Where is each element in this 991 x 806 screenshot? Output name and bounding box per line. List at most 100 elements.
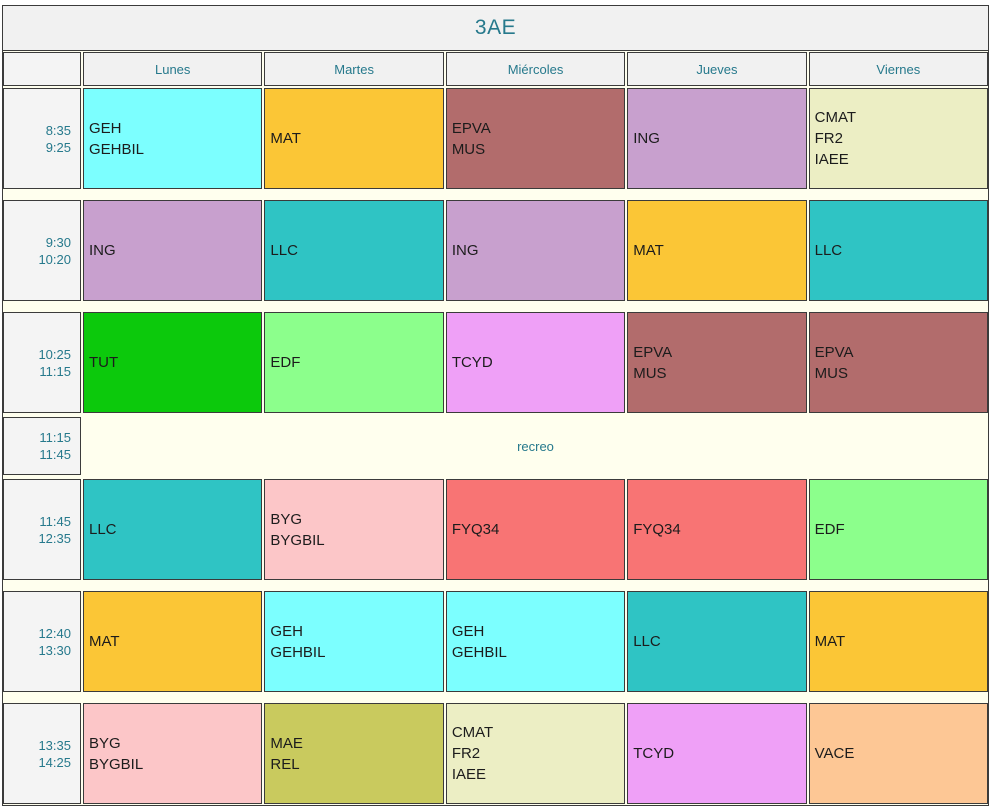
timetable-row: 9:30 10:20 ING LLC ING MAT LLC xyxy=(3,200,989,301)
time-start: 8:35 xyxy=(45,122,71,138)
subject-label: REL xyxy=(270,755,300,773)
time-slot: 11:15 11:45 xyxy=(3,417,81,475)
time-end: 12:35 xyxy=(38,530,71,546)
subject-label: GEH xyxy=(89,119,122,137)
time-start: 9:30 xyxy=(45,234,71,250)
class-cell: LLC xyxy=(627,591,807,692)
class-cell: GEH GEHBIL xyxy=(83,88,263,189)
timetable-row: 12:40 13:30 MAT GEH GEHBIL GEH GEHBIL LLC MAT xyxy=(3,591,989,692)
subject-label: MUS xyxy=(451,140,486,158)
class-cell: TCYD xyxy=(445,312,626,413)
subject-label: TCYD xyxy=(633,745,675,762)
time-end: 9:25 xyxy=(45,139,71,155)
class-cell: TCYD xyxy=(627,703,807,804)
class-cell: CMAT FR2 IAEE xyxy=(808,88,989,189)
time-slot: 8:35 9:25 xyxy=(3,88,81,189)
subject-label: MAT xyxy=(814,633,846,650)
class-cell: ING xyxy=(445,200,626,301)
subject-label: LLC xyxy=(89,521,117,538)
subject-label: MAE xyxy=(270,734,303,752)
subject-label: ING xyxy=(451,242,479,259)
subject-label: LLC xyxy=(270,242,298,259)
timetable-title: 3AE xyxy=(3,6,988,51)
subject-label: ING xyxy=(89,242,116,259)
class-cell: EDF xyxy=(264,312,444,413)
subject-label: ING xyxy=(633,130,660,147)
class-cell: FYQ34 xyxy=(445,479,626,580)
day-header-4: Jueves xyxy=(627,52,807,86)
day-header-1: Lunes xyxy=(83,52,263,86)
class-cell: LLC xyxy=(83,479,263,580)
subject-label: FYQ34 xyxy=(451,521,500,538)
subject-label: EPVA xyxy=(633,343,673,361)
subject-label: GEHBIL xyxy=(451,643,507,661)
class-cell: GEH GEHBIL xyxy=(445,591,626,692)
day-header-3: Miércoles xyxy=(445,52,626,86)
timetable-row: 8:35 9:25 GEH GEHBIL MAT EPVA MUS ING CMAT FR2 IAE… xyxy=(3,88,989,189)
time-end: 11:45 xyxy=(39,447,71,462)
time-slot: 12:40 13:30 xyxy=(3,591,81,692)
class-cell: LLC xyxy=(264,200,444,301)
subject-label: MAT xyxy=(89,633,120,650)
class-cell: MAT xyxy=(83,591,263,692)
subject-label: GEH xyxy=(451,622,485,640)
class-cell: EPVA MUS xyxy=(808,312,989,413)
subject-label: LLC xyxy=(814,242,843,259)
break-row: 11:15 11:45 recreo xyxy=(3,417,988,475)
class-cell: GEH GEHBIL xyxy=(264,591,444,692)
subject-label: FR2 xyxy=(451,745,481,762)
subject-label: IAEE xyxy=(451,766,486,783)
subject-label: FR2 xyxy=(814,130,843,147)
subject-label: BYGBIL xyxy=(89,755,144,773)
class-cell: VACE xyxy=(808,703,989,804)
subject-label: EPVA xyxy=(451,119,491,137)
time-end: 11:15 xyxy=(39,363,71,379)
subject-label: MUS xyxy=(814,364,848,382)
time-slot: 10:25 11:15 xyxy=(3,312,81,413)
subject-label: FYQ34 xyxy=(633,521,681,538)
subject-label: MUS xyxy=(633,364,667,382)
subject-label: TCYD xyxy=(451,354,493,371)
time-start: 12:40 xyxy=(38,625,71,641)
class-cell: FYQ34 xyxy=(627,479,807,580)
subject-label: BYGBIL xyxy=(270,531,325,549)
day-header-5: Viernes xyxy=(808,52,989,86)
subject-label: CMAT xyxy=(451,724,494,741)
subject-label: MAT xyxy=(270,130,301,147)
class-cell: MAT xyxy=(808,591,989,692)
subject-label: MAT xyxy=(633,242,664,259)
time-start: 11:15 xyxy=(39,430,71,445)
class-cell: BYG BYGBIL xyxy=(264,479,444,580)
class-cell: LLC xyxy=(808,200,989,301)
class-cell: ING xyxy=(627,88,807,189)
subject-label: GEH xyxy=(270,622,303,640)
subject-label: GEHBIL xyxy=(89,140,145,158)
time-end: 10:20 xyxy=(38,251,71,267)
class-cell: TUT xyxy=(83,312,263,413)
class-cell: EPVA MUS xyxy=(627,312,807,413)
subject-label: EDF xyxy=(270,354,301,371)
timetable-row: 10:25 11:15 TUT EDF TCYD EPVA MUS EPVA MUS xyxy=(3,312,989,413)
class-cell: EDF xyxy=(808,479,989,580)
subject-label: CMAT xyxy=(814,109,857,126)
subject-label: BYG xyxy=(270,510,303,528)
class-cell: MAE REL xyxy=(264,703,444,804)
time-start: 13:35 xyxy=(38,737,71,753)
subject-label: VACE xyxy=(814,745,855,762)
day-header-row: Lunes Martes Miércoles Jueves Viernes xyxy=(3,52,989,86)
class-cell: MAT xyxy=(264,88,444,189)
break-cell: recreo xyxy=(517,438,554,454)
class-cell: EPVA MUS xyxy=(445,88,626,189)
time-end: 13:30 xyxy=(38,642,71,658)
subject-label: GEHBIL xyxy=(270,643,326,661)
time-start: 11:45 xyxy=(39,513,71,529)
subject-label: TUT xyxy=(89,354,119,371)
subject-label: EPVA xyxy=(814,343,854,361)
class-cell: CMAT FR2 IAEE xyxy=(445,703,626,804)
time-end: 14:25 xyxy=(38,754,71,770)
time-start: 10:25 xyxy=(38,346,71,362)
class-cell: MAT xyxy=(627,200,807,301)
class-cell: ING xyxy=(83,200,263,301)
time-slot: 9:30 10:20 xyxy=(3,200,81,301)
